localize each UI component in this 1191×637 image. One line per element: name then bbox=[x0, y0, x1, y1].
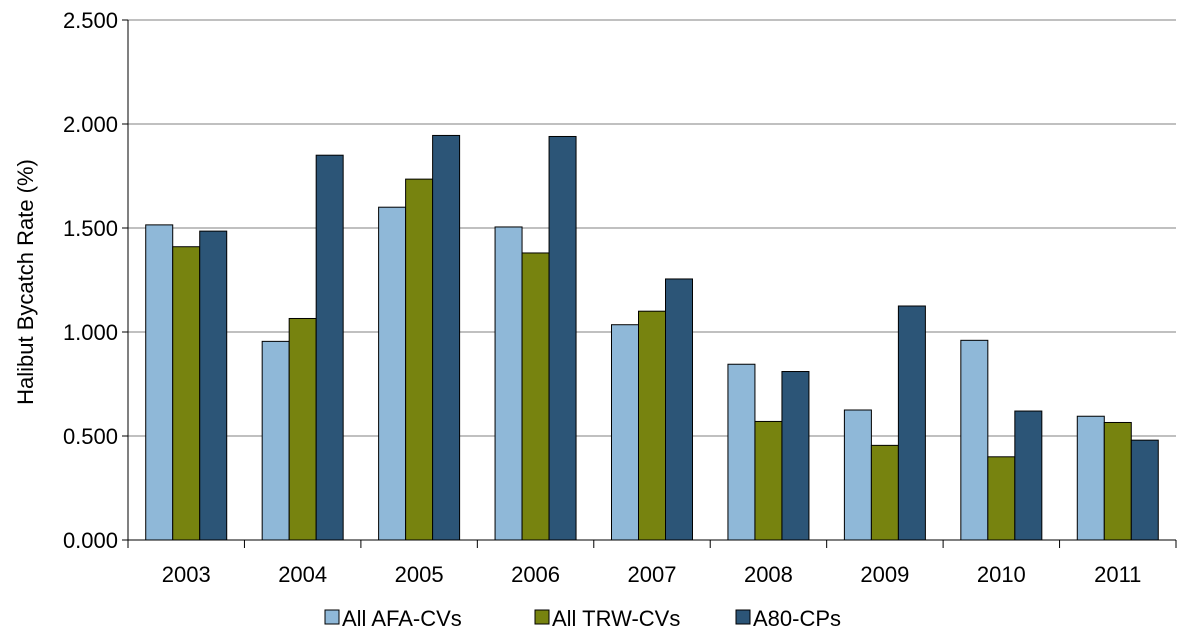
bar-all-afa-cvs-2003 bbox=[145, 224, 174, 541]
y-axis-title: Halibut Bycatch Rate (%) bbox=[13, 159, 38, 405]
bar-all-afa-cvs-2005 bbox=[378, 206, 407, 541]
x-tick-label: 2007 bbox=[628, 562, 677, 587]
y-tick-label: 2.500 bbox=[63, 8, 118, 33]
x-tick-label: 2011 bbox=[1094, 562, 1141, 587]
x-tick-label: 2003 bbox=[162, 562, 211, 587]
bar-all-afa-cvs-2007 bbox=[611, 324, 639, 541]
x-tick-label: 2008 bbox=[744, 562, 793, 587]
bar-all-trw-cvs-2006 bbox=[521, 252, 550, 541]
y-tick-label: 1.000 bbox=[63, 320, 118, 345]
bar-all-trw-cvs-2004 bbox=[288, 317, 317, 541]
x-tick-label: 2010 bbox=[977, 562, 1026, 587]
bar-a80-cps-2008 bbox=[781, 371, 810, 541]
bar-all-trw-cvs-2007 bbox=[638, 310, 666, 541]
y-axis-ticks: 0.000 0.500 1.000 1.500 2.000 2.500 bbox=[63, 8, 128, 553]
bar-all-afa-cvs-2004 bbox=[261, 340, 290, 541]
bar-all-afa-cvs-2006 bbox=[494, 226, 523, 541]
x-tick-label: 2005 bbox=[395, 562, 444, 587]
bar-a80-cps-2006 bbox=[548, 135, 577, 541]
bar-a80-cps-2007 bbox=[665, 278, 693, 541]
bars bbox=[145, 134, 1159, 541]
x-axis-ticks: 2003 2004 2005 2006 2007 2008 2009 2010 2011 bbox=[127, 540, 1177, 587]
legend: All AFA-CVs All TRW-CVs A80-CPs bbox=[324, 606, 841, 631]
bar-all-trw-cvs-2003 bbox=[172, 246, 201, 541]
legend-swatch bbox=[534, 609, 550, 625]
y-tick-label: 1.500 bbox=[63, 216, 118, 241]
bar-all-trw-cvs-2011 bbox=[1103, 421, 1132, 541]
legend-label: All AFA-CVs bbox=[342, 606, 462, 631]
legend-swatch bbox=[735, 609, 751, 625]
bar-all-afa-cvs-2011 bbox=[1076, 415, 1105, 541]
bar-all-trw-cvs-2008 bbox=[754, 420, 783, 541]
bar-all-afa-cvs-2009 bbox=[843, 409, 872, 541]
axes bbox=[127, 20, 1176, 541]
x-tick-label: 2004 bbox=[278, 562, 327, 587]
legend-label: All TRW-CVs bbox=[552, 606, 680, 631]
bar-all-trw-cvs-2009 bbox=[870, 444, 899, 541]
bar-a80-cps-2010 bbox=[1014, 410, 1043, 541]
legend-label: A80-CPs bbox=[753, 606, 841, 631]
bar-a80-cps-2005 bbox=[432, 134, 461, 541]
x-tick-label: 2009 bbox=[860, 562, 909, 587]
x-tick-label: 2006 bbox=[511, 562, 560, 587]
y-tick-label: 0.500 bbox=[63, 424, 118, 449]
bar-all-afa-cvs-2008 bbox=[727, 363, 756, 541]
bar-a80-cps-2009 bbox=[897, 305, 926, 541]
bar-a80-cps-2004 bbox=[315, 154, 344, 541]
bar-a80-cps-2011 bbox=[1130, 439, 1159, 541]
bar-a80-cps-2003 bbox=[199, 230, 228, 541]
y-tick-label: 2.000 bbox=[63, 112, 118, 137]
bar-all-trw-cvs-2010 bbox=[987, 456, 1016, 541]
bar-all-trw-cvs-2005 bbox=[405, 178, 434, 541]
y-tick-label: 0.000 bbox=[63, 528, 118, 553]
bar-all-afa-cvs-2010 bbox=[960, 339, 989, 541]
legend-swatch bbox=[324, 609, 340, 625]
